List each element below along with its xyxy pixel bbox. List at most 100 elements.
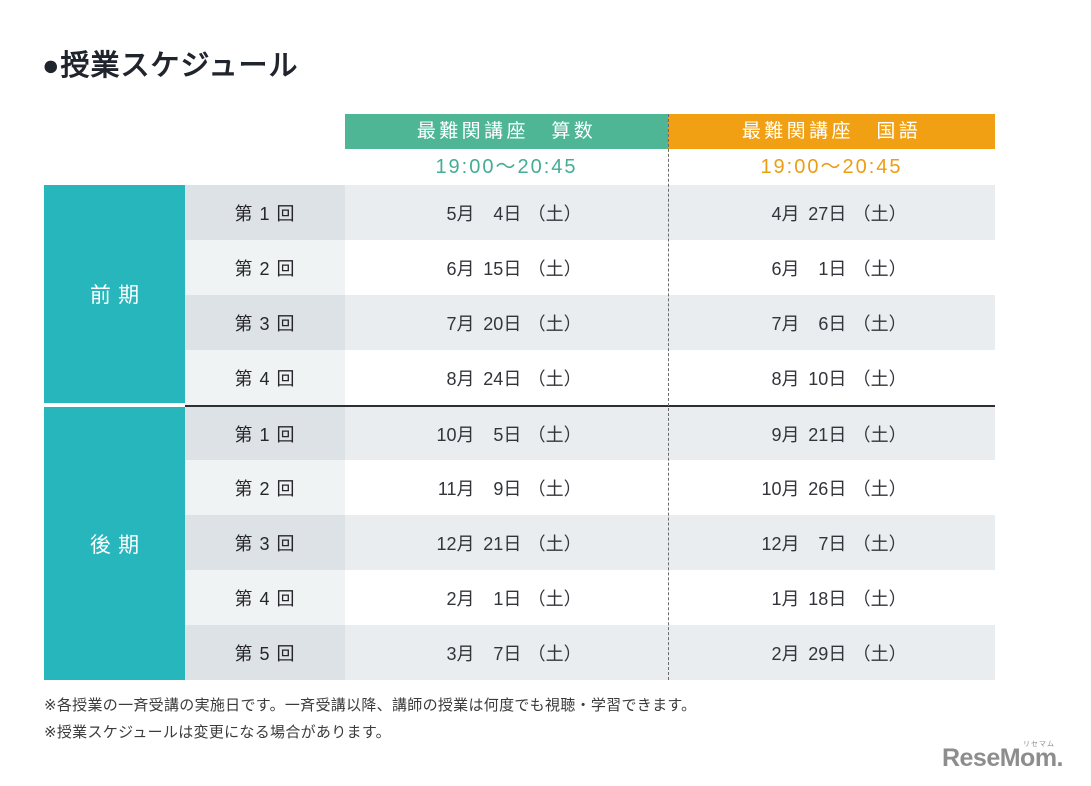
round-label: 第 1 回 [185, 185, 345, 240]
resemom-logo: リセマム ReseMom. [941, 741, 1064, 773]
day-value: 9日 [493, 478, 522, 499]
weekday-value: （土） [527, 203, 582, 224]
day-value: 21日 [483, 533, 522, 554]
day-value: 21日 [808, 424, 847, 445]
month-value: 8月 [446, 368, 475, 389]
day-value: 1日 [818, 258, 847, 279]
table-row: 第 4 回 2月 1日 （土） 1月 18日 （土） [185, 570, 995, 625]
round-label: 第 1 回 [185, 407, 345, 460]
footnote-2: ※授業スケジュールは変更になる場合があります。 [44, 724, 391, 741]
date-cell-japanese: 9月 21日 （土） [668, 407, 995, 460]
weekday-value: （土） [852, 313, 907, 334]
round-label: 第 4 回 [185, 570, 345, 625]
month-value: 10月 [436, 424, 475, 445]
time-spacer [44, 149, 345, 185]
logo-wordmark: ReseMom. [941, 744, 1064, 772]
column-header-math: 最難関講座 算数 [345, 114, 668, 149]
month-value: 6月 [446, 258, 475, 279]
header-spacer [44, 114, 345, 149]
time-math: 19:00〜20:45 [345, 149, 668, 185]
footnotes: ※各授業の一斉受講の実施日です。一斉受講以降、講師の授業は何度でも視聴・学習でき… [44, 692, 696, 746]
month-value: 5月 [446, 203, 475, 224]
day-value: 10日 [808, 368, 847, 389]
time-japanese: 19:00〜20:45 [668, 149, 995, 185]
time-row: 19:00〜20:45 19:00〜20:45 [44, 149, 995, 185]
weekday-value: （土） [852, 368, 907, 389]
day-value: 29日 [808, 643, 847, 664]
day-value: 7日 [818, 533, 847, 554]
logo-ruby-text: リセマム [1023, 741, 1055, 748]
table-row: 第 3 回 7月 20日 （土） 7月 6日 （土） [185, 295, 995, 350]
period-label-second-term: 後期 [44, 407, 185, 680]
month-value: 8月 [771, 368, 800, 389]
date-cell-math: 12月 21日 （土） [345, 515, 668, 570]
day-value: 1日 [493, 588, 522, 609]
day-value: 4日 [493, 203, 522, 224]
page-title: ●授業スケジュール [42, 50, 299, 82]
weekday-value: （土） [852, 533, 907, 554]
month-value: 7月 [446, 313, 475, 334]
date-cell-japanese: 12月 7日 （土） [668, 515, 995, 570]
day-value: 24日 [483, 368, 522, 389]
date-cell-japanese: 4月 27日 （土） [668, 185, 995, 240]
date-cell-japanese: 1月 18日 （土） [668, 570, 995, 625]
month-value: 11月 [437, 478, 475, 499]
date-cell-math: 8月 24日 （土） [345, 350, 668, 405]
month-value: 10月 [761, 478, 800, 499]
month-value: 12月 [761, 533, 800, 554]
schedule-table: 最難関講座 算数 最難関講座 国語 19:00〜20:45 19:00〜20:4… [44, 114, 995, 680]
day-value: 5日 [493, 424, 522, 445]
date-cell-japanese: 6月 1日 （土） [668, 240, 995, 295]
weekday-value: （土） [852, 588, 907, 609]
weekday-value: （土） [527, 313, 582, 334]
weekday-value: （土） [527, 368, 582, 389]
round-label: 第 4 回 [185, 350, 345, 405]
weekday-value: （土） [527, 588, 582, 609]
date-cell-math: 10月 5日 （土） [345, 407, 668, 460]
weekday-value: （土） [527, 478, 582, 499]
weekday-value: （土） [852, 203, 907, 224]
month-value: 12月 [436, 533, 475, 554]
month-value: 4月 [771, 203, 800, 224]
table-row: 第 1 回 5月 4日 （土） 4月 27日 （土） [185, 185, 995, 240]
weekday-value: （土） [527, 258, 582, 279]
month-value: 7月 [771, 313, 800, 334]
date-cell-math: 5月 4日 （土） [345, 185, 668, 240]
period-column: 前期 後期 [44, 185, 185, 680]
table-row: 第 5 回 3月 7日 （土） 2月 29日 （土） [185, 625, 995, 680]
month-value: 3月 [446, 643, 475, 664]
day-value: 18日 [808, 588, 847, 609]
table-row: 第 1 回 10月 5日 （土） 9月 21日 （土） [185, 405, 995, 460]
date-cell-math: 7月 20日 （土） [345, 295, 668, 350]
weekday-value: （土） [852, 478, 907, 499]
course-header-row: 最難関講座 算数 最難関講座 国語 [44, 114, 995, 149]
month-value: 1月 [771, 588, 800, 609]
date-cell-japanese: 10月 26日 （土） [668, 460, 995, 515]
weekday-value: （土） [527, 643, 582, 664]
table-row: 第 2 回 11月 9日 （土） 10月 26日 （土） [185, 460, 995, 515]
weekday-value: （土） [527, 533, 582, 554]
round-label: 第 3 回 [185, 515, 345, 570]
month-value: 9月 [771, 424, 800, 445]
day-value: 20日 [483, 313, 522, 334]
round-label: 第 5 回 [185, 625, 345, 680]
date-cell-math: 11月 9日 （土） [345, 460, 668, 515]
date-cell-japanese: 7月 6日 （土） [668, 295, 995, 350]
month-value: 2月 [771, 643, 800, 664]
day-value: 27日 [808, 203, 847, 224]
round-label: 第 3 回 [185, 295, 345, 350]
table-body: 前期 後期 第 1 回 5月 4日 （土） 4月 27日 （土） 第 2 回 6月 [44, 185, 995, 680]
period-label-first-term: 前期 [44, 185, 185, 403]
day-value: 7日 [493, 643, 522, 664]
weekday-value: （土） [852, 258, 907, 279]
table-row: 第 3 回 12月 21日 （土） 12月 7日 （土） [185, 515, 995, 570]
footnote-1: ※各授業の一斉受講の実施日です。一斉受講以降、講師の授業は何度でも視聴・学習でき… [44, 697, 697, 714]
weekday-value: （土） [852, 643, 907, 664]
column-divider-dashed-line [668, 114, 669, 680]
day-value: 26日 [808, 478, 847, 499]
date-cell-math: 6月 15日 （土） [345, 240, 668, 295]
weekday-value: （土） [527, 424, 582, 445]
day-value: 15日 [483, 258, 522, 279]
date-cell-japanese: 8月 10日 （土） [668, 350, 995, 405]
